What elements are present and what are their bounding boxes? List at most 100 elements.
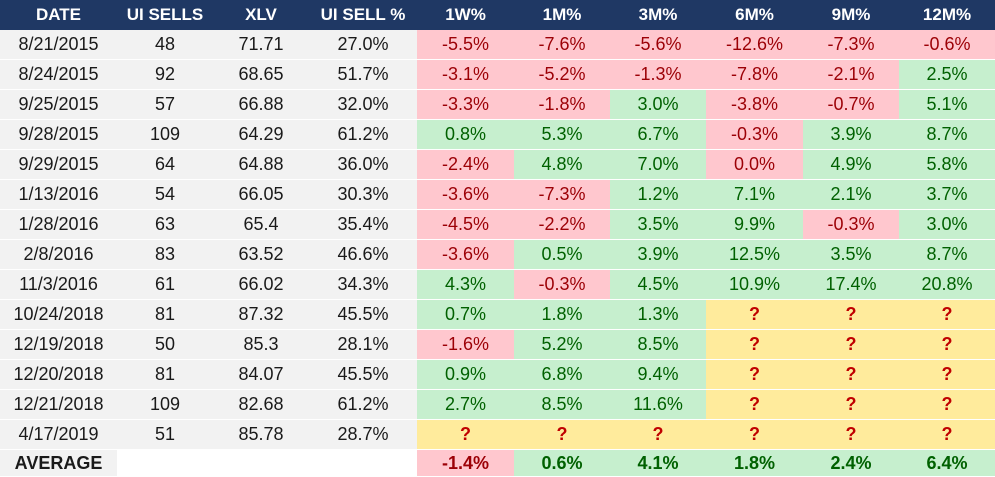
col-header-1w[interactable]: 1W% xyxy=(417,0,514,30)
date-cell[interactable]: 8/21/2015 xyxy=(0,30,117,60)
ui-sells-cell[interactable]: 54 xyxy=(117,179,213,210)
return-cell-12m[interactable]: 5.8% xyxy=(899,149,995,180)
return-cell-9m[interactable]: -0.3% xyxy=(803,209,899,240)
return-cell-9m[interactable]: ? xyxy=(803,299,899,330)
return-cell-12m[interactable]: -0.6% xyxy=(899,30,995,60)
return-cell-9m[interactable]: -7.3% xyxy=(803,30,899,60)
return-cell-1m[interactable]: -0.3% xyxy=(514,269,610,300)
return-cell-3m[interactable]: 3.5% xyxy=(610,209,706,240)
return-cell-3m[interactable]: 1.3% xyxy=(610,299,706,330)
return-cell-3m[interactable]: -1.3% xyxy=(610,59,706,90)
date-cell[interactable]: 12/19/2018 xyxy=(0,329,117,360)
ui-sell-pct-cell[interactable]: 27.0% xyxy=(309,30,417,60)
return-cell-12m[interactable]: 3.0% xyxy=(899,209,995,240)
return-cell-1m[interactable]: -7.6% xyxy=(514,30,610,60)
return-cell-1w[interactable]: -3.1% xyxy=(417,59,514,90)
ui-sells-cell[interactable]: 63 xyxy=(117,209,213,240)
ui-sell-pct-cell[interactable]: 28.7% xyxy=(309,419,417,450)
return-cell-9m[interactable]: -0.7% xyxy=(803,89,899,120)
return-cell-9m[interactable]: 3.5% xyxy=(803,239,899,270)
return-cell-9m[interactable]: 3.9% xyxy=(803,119,899,150)
return-cell-6m[interactable]: 0.0% xyxy=(706,149,803,180)
return-cell-6m[interactable]: ? xyxy=(706,359,803,390)
return-cell-1m[interactable]: -7.3% xyxy=(514,179,610,210)
return-cell-1m[interactable]: 5.2% xyxy=(514,329,610,360)
return-cell-1w[interactable]: 0.9% xyxy=(417,359,514,390)
return-cell-1w[interactable]: 0.7% xyxy=(417,299,514,330)
return-cell-3m[interactable]: -5.6% xyxy=(610,30,706,60)
return-cell-1w[interactable]: -3.3% xyxy=(417,89,514,120)
xlv-cell[interactable]: 85.78 xyxy=(213,419,309,450)
ui-sell-pct-cell[interactable]: 51.7% xyxy=(309,59,417,90)
return-cell-1w[interactable]: -3.6% xyxy=(417,179,514,210)
empty-cell[interactable] xyxy=(309,449,417,477)
return-cell-12m[interactable]: 5.1% xyxy=(899,89,995,120)
col-header-date[interactable]: DATE xyxy=(0,0,117,30)
return-cell-12m[interactable]: 8.7% xyxy=(899,119,995,150)
average-label[interactable]: AVERAGE xyxy=(0,449,117,477)
return-cell-6m[interactable]: 10.9% xyxy=(706,269,803,300)
return-cell-6m[interactable]: -3.8% xyxy=(706,89,803,120)
return-cell-3m[interactable]: 11.6% xyxy=(610,389,706,420)
return-cell-1m[interactable]: 8.5% xyxy=(514,389,610,420)
return-cell-9m[interactable]: ? xyxy=(803,359,899,390)
col-header-3m[interactable]: 3M% xyxy=(610,0,706,30)
return-cell-12m[interactable]: ? xyxy=(899,389,995,420)
col-header-1m[interactable]: 1M% xyxy=(514,0,610,30)
return-cell-12m[interactable]: 8.7% xyxy=(899,239,995,270)
return-cell-9m[interactable]: ? xyxy=(803,389,899,420)
ui-sells-cell[interactable]: 81 xyxy=(117,299,213,330)
col-header-6m[interactable]: 6M% xyxy=(706,0,803,30)
date-cell[interactable]: 10/24/2018 xyxy=(0,299,117,330)
date-cell[interactable]: 1/28/2016 xyxy=(0,209,117,240)
return-cell-1m[interactable]: 0.5% xyxy=(514,239,610,270)
return-cell-9m[interactable]: 4.9% xyxy=(803,149,899,180)
xlv-cell[interactable]: 63.52 xyxy=(213,239,309,270)
return-cell-9m[interactable]: 17.4% xyxy=(803,269,899,300)
return-cell-9m[interactable]: ? xyxy=(803,329,899,360)
return-cell-1w[interactable]: -2.4% xyxy=(417,149,514,180)
return-cell-12m[interactable]: 3.7% xyxy=(899,179,995,210)
xlv-cell[interactable]: 64.29 xyxy=(213,119,309,150)
ui-sell-pct-cell[interactable]: 61.2% xyxy=(309,389,417,420)
ui-sell-pct-cell[interactable]: 32.0% xyxy=(309,89,417,120)
ui-sell-pct-cell[interactable]: 36.0% xyxy=(309,149,417,180)
xlv-cell[interactable]: 84.07 xyxy=(213,359,309,390)
ui-sells-cell[interactable]: 57 xyxy=(117,89,213,120)
xlv-cell[interactable]: 66.05 xyxy=(213,179,309,210)
average-cell-1w[interactable]: -1.4% xyxy=(417,449,514,477)
ui-sells-cell[interactable]: 92 xyxy=(117,59,213,90)
return-cell-1m[interactable]: 4.8% xyxy=(514,149,610,180)
date-cell[interactable]: 2/8/2016 xyxy=(0,239,117,270)
return-cell-1m[interactable]: -2.2% xyxy=(514,209,610,240)
return-cell-1w[interactable]: -3.6% xyxy=(417,239,514,270)
ui-sells-cell[interactable]: 109 xyxy=(117,389,213,420)
return-cell-3m[interactable]: 1.2% xyxy=(610,179,706,210)
xlv-cell[interactable]: 85.3 xyxy=(213,329,309,360)
ui-sell-pct-cell[interactable]: 28.1% xyxy=(309,329,417,360)
col-header-9m[interactable]: 9M% xyxy=(803,0,899,30)
average-cell-12m[interactable]: 6.4% xyxy=(899,449,995,477)
col-header-ui-sells[interactable]: UI SELLS xyxy=(117,0,213,30)
date-cell[interactable]: 9/25/2015 xyxy=(0,89,117,120)
ui-sells-cell[interactable]: 81 xyxy=(117,359,213,390)
return-cell-3m[interactable]: 3.9% xyxy=(610,239,706,270)
date-cell[interactable]: 9/29/2015 xyxy=(0,149,117,180)
return-cell-3m[interactable]: 8.5% xyxy=(610,329,706,360)
return-cell-3m[interactable]: 3.0% xyxy=(610,89,706,120)
xlv-cell[interactable]: 68.65 xyxy=(213,59,309,90)
ui-sells-cell[interactable]: 48 xyxy=(117,30,213,60)
return-cell-12m[interactable]: 2.5% xyxy=(899,59,995,90)
return-cell-6m[interactable]: ? xyxy=(706,299,803,330)
ui-sell-pct-cell[interactable]: 30.3% xyxy=(309,179,417,210)
return-cell-12m[interactable]: ? xyxy=(899,329,995,360)
xlv-cell[interactable]: 82.68 xyxy=(213,389,309,420)
ui-sells-cell[interactable]: 51 xyxy=(117,419,213,450)
col-header-12m[interactable]: 12M% xyxy=(899,0,995,30)
xlv-cell[interactable]: 64.88 xyxy=(213,149,309,180)
return-cell-12m[interactable]: ? xyxy=(899,299,995,330)
date-cell[interactable]: 4/17/2019 xyxy=(0,419,117,450)
return-cell-3m[interactable]: ? xyxy=(610,419,706,450)
xlv-cell[interactable]: 65.4 xyxy=(213,209,309,240)
return-cell-6m[interactable]: -7.8% xyxy=(706,59,803,90)
